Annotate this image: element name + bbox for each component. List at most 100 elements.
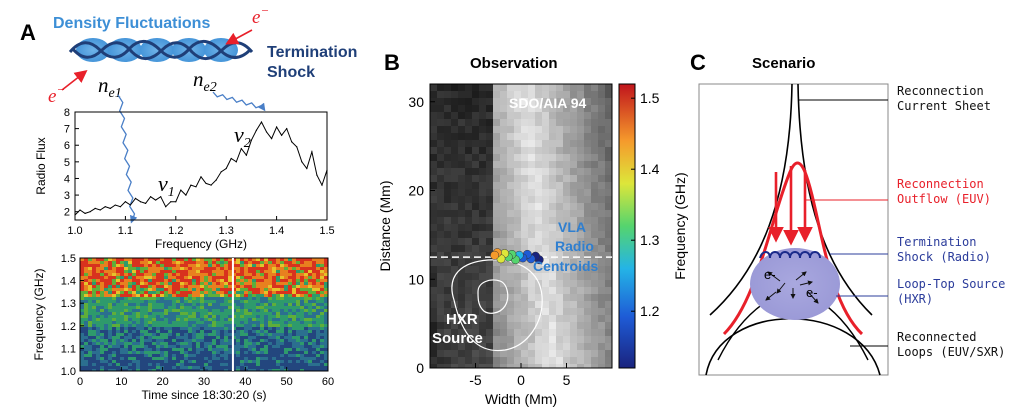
spectrum-cell	[96, 318, 100, 321]
spectrum-cell	[320, 270, 324, 273]
aia-pixel	[493, 126, 500, 133]
spectrum-cell	[156, 270, 160, 273]
aia-pixel	[535, 126, 542, 133]
spectrum-cell	[176, 267, 180, 270]
spectrum-cell	[232, 291, 236, 294]
aia-pixel	[535, 189, 542, 196]
spectrum-cell	[276, 345, 280, 348]
spectrum-cell	[164, 297, 168, 300]
spectrum-cell	[280, 318, 284, 321]
spectrum-cell	[288, 357, 292, 360]
spectrum-cell	[156, 339, 160, 342]
spectrum-cell	[116, 351, 120, 354]
spectrum-cell	[216, 351, 220, 354]
spectrum-cell	[248, 285, 252, 288]
aia-pixel	[591, 245, 598, 252]
spectrum-cell	[152, 318, 156, 321]
aia-pixel	[535, 294, 542, 301]
spectrum-cell	[116, 315, 120, 318]
spectrum-cell	[164, 261, 168, 264]
spectrum-cell	[196, 264, 200, 267]
aia-pixel	[521, 266, 528, 273]
spectrum-cell	[284, 285, 288, 288]
spectrum-cell	[148, 321, 152, 324]
aia-pixel	[542, 182, 549, 189]
spectrum-cell	[156, 363, 160, 366]
spectrum-cell	[208, 276, 212, 279]
aia-pixel	[598, 357, 605, 364]
spectrum-cell	[284, 267, 288, 270]
spectrum-cell	[120, 327, 124, 330]
spectrum-cell	[132, 342, 136, 345]
spectrum-cell	[120, 333, 124, 336]
spectrum-cell	[248, 345, 252, 348]
aia-pixel	[493, 210, 500, 217]
spectrum-cell	[244, 339, 248, 342]
spectrum-cell	[216, 369, 220, 371]
aia-pixel	[507, 280, 514, 287]
hxr-label-line2: Source	[432, 330, 483, 347]
spectrum-cell	[204, 276, 208, 279]
aia-pixel	[521, 133, 528, 140]
spectrum-cell	[172, 288, 176, 291]
aia-pixel	[556, 105, 563, 112]
aia-pixel	[598, 280, 605, 287]
spectrum-cell	[88, 336, 92, 339]
aia-pixel	[500, 203, 507, 210]
aia-pixel	[451, 126, 458, 133]
spectrum-cell	[172, 333, 176, 336]
spectrum-cell	[256, 330, 260, 333]
spectrum-cell	[244, 285, 248, 288]
spectrum-cell	[268, 360, 272, 363]
panel-c-title: Scenario	[752, 55, 815, 72]
spectrum-cell	[156, 282, 160, 285]
spectrum-cell	[280, 306, 284, 309]
spectrum-cell	[260, 366, 264, 369]
spectrum-cell	[128, 342, 132, 345]
aia-pixel	[458, 238, 465, 245]
spectrum-cell	[264, 336, 268, 339]
spectrum-cell	[196, 339, 200, 342]
flux-data-point	[155, 199, 157, 201]
aia-pixel	[577, 301, 584, 308]
aia-pixel	[472, 84, 479, 91]
aia-pixel	[598, 112, 605, 119]
aia-pixel	[514, 266, 521, 273]
spectrum-cell	[188, 318, 192, 321]
aia-pixel	[472, 238, 479, 245]
spectrum-cell	[200, 360, 204, 363]
aia-pixel	[542, 294, 549, 301]
spectrum-cell	[100, 264, 104, 267]
spectrum-cell	[180, 360, 184, 363]
spectrum-cell	[148, 270, 152, 273]
spectrum-cell	[280, 336, 284, 339]
spectrum-cell	[224, 327, 228, 330]
spectrum-cell	[276, 306, 280, 309]
spectrum-cell	[272, 339, 276, 342]
spectrum-cell	[228, 291, 232, 294]
aia-pixel	[430, 308, 437, 315]
aia-pixel	[437, 140, 444, 147]
spectrum-cell	[112, 273, 116, 276]
aia-pixel	[430, 343, 437, 350]
spectrum-cell	[232, 267, 236, 270]
spectrum-cell	[176, 315, 180, 318]
spectrum-cell	[212, 330, 216, 333]
spectrum-cell	[128, 339, 132, 342]
spectrum-cell	[288, 285, 292, 288]
spectrum-cell	[244, 330, 248, 333]
spectrum-cell	[116, 330, 120, 333]
spectrum-cell	[288, 351, 292, 354]
aia-pixel	[479, 112, 486, 119]
spectrum-cell	[304, 300, 308, 303]
spectrum-cell	[140, 306, 144, 309]
aia-image-chart: SDO/AIA 94 HXR Source VLA Radio Centroid…	[377, 83, 613, 407]
spectrum-cell	[240, 273, 244, 276]
spectrum-cell	[112, 303, 116, 306]
spectrum-cell	[184, 264, 188, 267]
spectrum-cell	[172, 273, 176, 276]
aia-pixel	[500, 217, 507, 224]
flux-data-point	[170, 201, 172, 203]
aia-pixel	[465, 196, 472, 203]
spectrum-cell	[100, 318, 104, 321]
